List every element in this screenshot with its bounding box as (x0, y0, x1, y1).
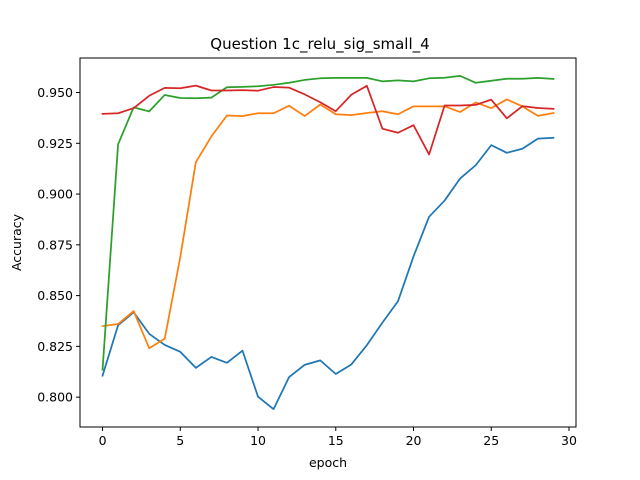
y-tick-label: 0.800 (37, 390, 73, 405)
y-tick-label: 0.900 (37, 187, 73, 202)
x-tick-label: 10 (250, 433, 266, 448)
x-axis-ticks: 0 5 10 15 20 25 30 (99, 427, 577, 448)
plot-lines (101, 74, 555, 411)
y-axis-ticks: 0.800 0.825 0.850 0.875 0.900 0.925 0.950 (37, 85, 80, 405)
x-tick-label: 30 (561, 433, 577, 448)
y-tick-label: 0.875 (37, 237, 73, 252)
plot-frame (79, 57, 577, 428)
x-axis-label: epoch (309, 455, 347, 470)
y-tick-label: 0.850 (37, 288, 73, 303)
x-tick-label: 15 (328, 433, 344, 448)
y-axis-label: Accuracy (9, 213, 24, 271)
y-tick-label: 0.950 (37, 85, 73, 100)
series-line-1 (101, 136, 555, 411)
x-tick-label: 5 (176, 433, 184, 448)
y-tick-label: 0.825 (37, 339, 73, 354)
x-tick-label: 20 (406, 433, 422, 448)
x-tick-label: 0 (99, 433, 107, 448)
chart-title: Question 1c_relu_sig_small_4 (210, 35, 429, 54)
x-tick-label: 25 (483, 433, 499, 448)
y-tick-label: 0.925 (37, 136, 73, 151)
series-line-3 (101, 74, 555, 371)
series-line-4 (101, 84, 555, 156)
